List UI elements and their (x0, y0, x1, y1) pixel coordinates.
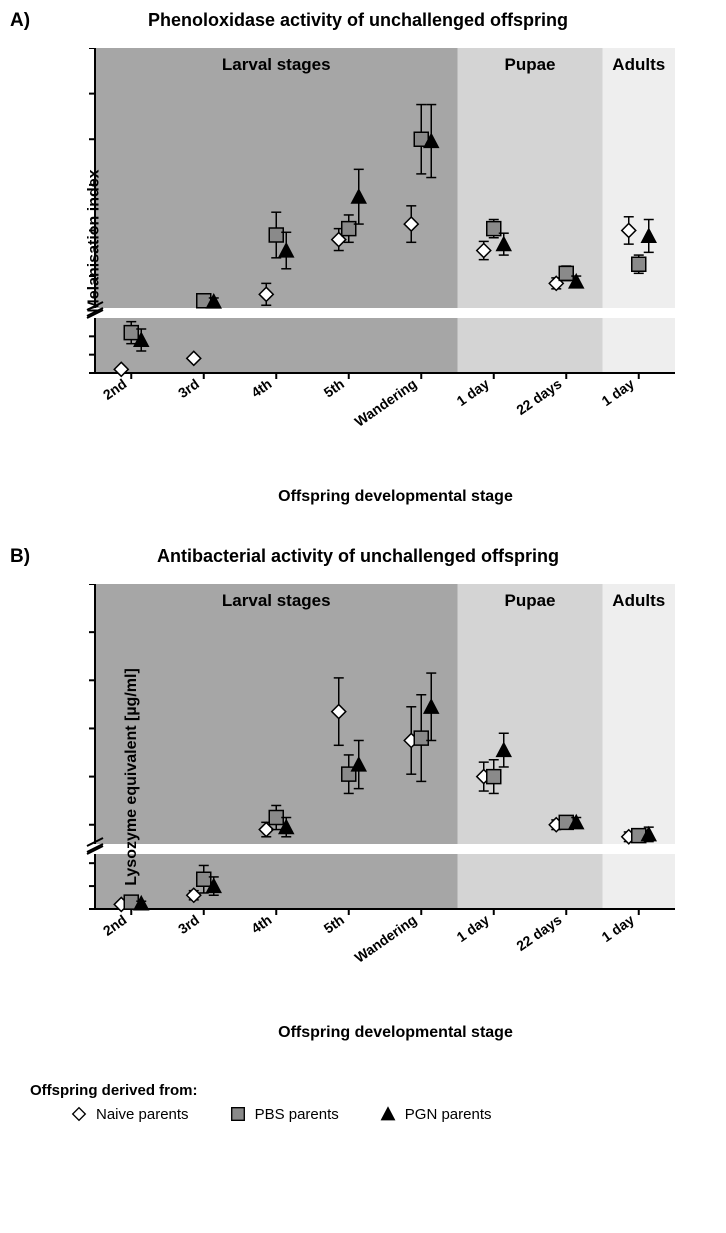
region-label: Adults (612, 55, 665, 74)
region-label: Larval stages (222, 55, 331, 74)
panel-a-chart-wrap: Melanisation index Larval stages Pupae Adu… (85, 48, 706, 433)
legend-label: Naive parents (96, 1106, 189, 1123)
pbs-marker (269, 811, 283, 825)
pbs-marker (124, 326, 138, 340)
xtick-label: 3rd (175, 375, 202, 401)
xtick-label: 2nd (100, 911, 130, 938)
xtick-label: 22 days (513, 375, 564, 418)
region-label: Pupae (504, 591, 555, 610)
xtick-label: 1 day (454, 375, 493, 409)
pbs-marker (197, 872, 211, 886)
pbs-marker (487, 222, 501, 236)
xtick-label: 4th (248, 375, 274, 400)
xtick-label: 1 day (599, 375, 638, 409)
panel-b-ylabel: Lysozyme equivalent [µg/ml] (123, 668, 141, 886)
pbs-marker (559, 266, 573, 280)
pbs-icon (229, 1105, 247, 1123)
xtick-label: 5th (321, 375, 347, 400)
pbs-marker (342, 222, 356, 236)
pbs-marker (632, 257, 646, 271)
legend-item-naive: Naive parents (70, 1105, 189, 1123)
panel-a-header: A) Phenoloxidase activity of unchallenge… (10, 10, 706, 38)
region-label: Adults (612, 591, 665, 610)
panel-b-xlabel: Offspring developmental stage (85, 1024, 706, 1042)
pbs-marker (269, 228, 283, 242)
panel-a: A) Phenoloxidase activity of unchallenge… (10, 10, 706, 506)
panel-b-chart-wrap: Lysozyme equivalent [µg/ml] Larval stage… (85, 584, 706, 969)
xtick-label: Wandering (352, 375, 420, 429)
panel-a-title: Phenoloxidase activity of unchallenged o… (10, 10, 706, 31)
panel-b-chart: Larval stagesPupaeAdults2040608010012005… (85, 584, 725, 969)
xtick-label: 3rd (175, 911, 202, 937)
panel-b-title: Antibacterial activity of unchallenged o… (10, 546, 706, 567)
legend-item-pgn: PGN parents (379, 1105, 492, 1123)
xtick-label: 5th (321, 911, 347, 936)
naive-icon (70, 1105, 88, 1123)
legend-item-pbs: PBS parents (229, 1105, 339, 1123)
panel-a-chart: Larval stagesPupaeAdults5010015020025030… (85, 48, 725, 433)
xtick-label: 22 days (513, 911, 564, 954)
xtick-label: 2nd (100, 375, 130, 402)
region-label: Pupae (504, 55, 555, 74)
legend-label: PGN parents (405, 1106, 492, 1123)
pbs-marker (414, 731, 428, 745)
pbs-marker (487, 770, 501, 784)
region-label: Larval stages (222, 591, 331, 610)
legend-row: Naive parents PBS parents PGN parents (70, 1105, 706, 1123)
pgn-icon (379, 1105, 397, 1123)
panel-b-header: B) Antibacterial activity of unchallenge… (10, 546, 706, 574)
xtick-label: 1 day (599, 911, 638, 945)
xtick-label: 1 day (454, 911, 493, 945)
xtick-label: 4th (248, 911, 274, 936)
legend-label: PBS parents (255, 1106, 339, 1123)
legend-title: Offspring derived from: (30, 1082, 706, 1099)
figure: A) Phenoloxidase activity of unchallenge… (0, 0, 726, 1143)
panel-a-xlabel: Offspring developmental stage (85, 488, 706, 506)
panel-a-ylabel: Melanisation index (86, 169, 104, 312)
panel-b: B) Antibacterial activity of unchallenge… (10, 546, 706, 1042)
legend: Offspring derived from: Naive parents PBS… (30, 1082, 706, 1123)
xtick-label: Wandering (352, 911, 420, 965)
